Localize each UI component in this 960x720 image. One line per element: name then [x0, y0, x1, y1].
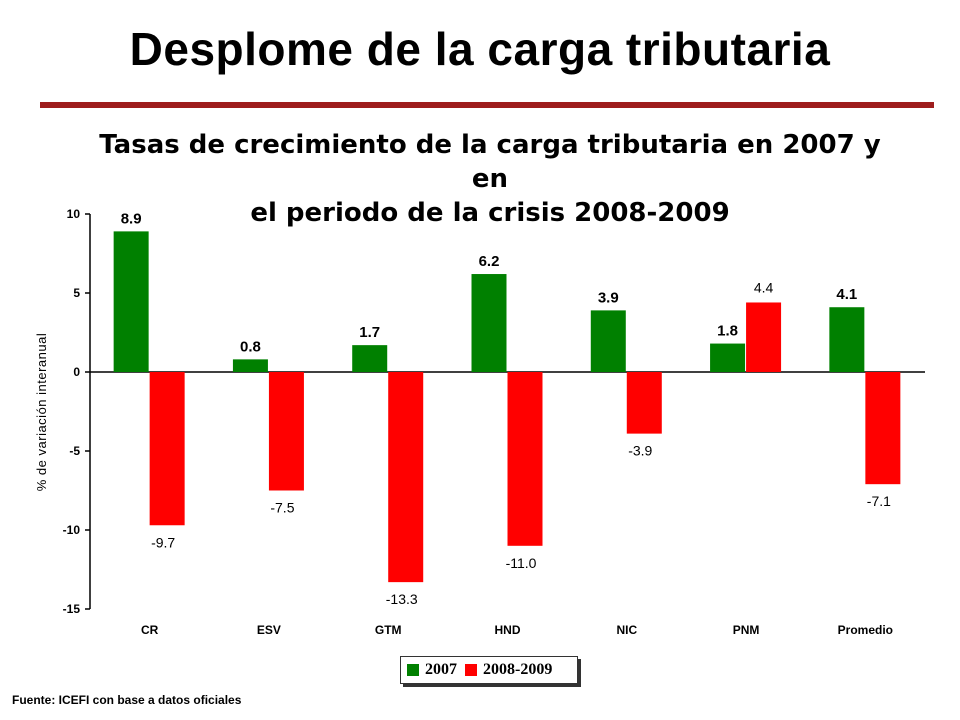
- data-label-2007: 6.2: [479, 253, 500, 270]
- title-divider: [40, 102, 934, 108]
- bar-2007: [590, 310, 626, 372]
- bar-2008-2009: [865, 372, 901, 485]
- legend-label-2007: 2007: [425, 661, 457, 678]
- source-note: Fuente: ICEFI con base a datos oficiales: [12, 693, 242, 707]
- legend-swatch-2007: [407, 664, 419, 676]
- data-label-2008-2009: -7.5: [270, 500, 294, 516]
- data-label-2007: 3.9: [598, 289, 619, 306]
- legend-swatch-2008-2009: [465, 664, 477, 676]
- y-axis-label: % de variación interanual: [34, 333, 49, 491]
- x-tick-label: Promedio: [838, 623, 893, 637]
- data-label-2008-2009: 4.4: [754, 279, 774, 295]
- chart-title-line-2: el periodo de la crisis 2008-2009: [250, 198, 730, 228]
- bar-2008-2009: [388, 372, 424, 583]
- x-tick-label: HND: [495, 623, 521, 637]
- bar-2007: [113, 231, 149, 372]
- y-tick-label: 10: [67, 207, 81, 221]
- bar-2008-2009: [268, 372, 304, 491]
- data-label-2007: 1.7: [359, 324, 380, 341]
- bar-2007: [352, 345, 388, 372]
- y-tick-label: -15: [63, 602, 81, 616]
- y-tick-label: 0: [73, 365, 80, 379]
- data-label-2008-2009: -13.3: [386, 591, 418, 607]
- data-label-2008-2009: -3.9: [628, 443, 652, 459]
- x-tick-label: NIC: [616, 623, 637, 637]
- y-tick-label: -5: [69, 444, 80, 458]
- bar-2007: [471, 274, 507, 372]
- bar-2008-2009: [149, 372, 185, 526]
- bar-2007: [232, 359, 268, 372]
- bar-2007: [710, 343, 746, 372]
- legend-item-2008-2009: 2008-2009: [465, 661, 552, 679]
- slide-title: Desplome de la carga tributaria: [129, 23, 831, 75]
- data-label-2007: 8.9: [121, 210, 142, 227]
- data-label-2008-2009: -7.1: [867, 493, 891, 509]
- legend-label-2008-2009: 2008-2009: [483, 661, 553, 678]
- data-label-2008-2009: -9.7: [151, 534, 175, 550]
- bar-2008-2009: [746, 302, 782, 372]
- x-tick-label: PNM: [733, 623, 760, 637]
- chart-legend: 2007 2008-2009: [400, 656, 578, 684]
- data-label-2008-2009: -11.0: [506, 555, 537, 571]
- x-tick-label: ESV: [257, 623, 281, 637]
- data-label-2007: 1.8: [717, 323, 738, 340]
- chart-title: Tasas de crecimiento de la carga tributa…: [80, 128, 900, 230]
- chart-title-line-1: Tasas de crecimiento de la carga tributa…: [99, 130, 881, 194]
- y-tick-label: 5: [73, 286, 80, 300]
- bar-2007: [829, 307, 865, 372]
- bar-2008-2009: [626, 372, 662, 434]
- x-tick-label: GTM: [375, 623, 402, 637]
- y-tick-label: -10: [63, 523, 81, 537]
- x-tick-label: CR: [141, 623, 159, 637]
- data-label-2007: 4.1: [836, 286, 857, 303]
- legend-item-2007: 2007: [407, 661, 457, 679]
- bar-2008-2009: [507, 372, 543, 546]
- data-label-2007: 0.8: [240, 338, 261, 355]
